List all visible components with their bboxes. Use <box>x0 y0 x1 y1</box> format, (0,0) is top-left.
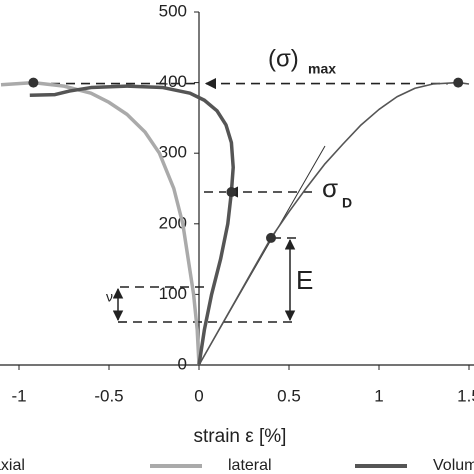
x-tick-label: -1 <box>11 386 26 405</box>
annotation: σ <box>322 173 338 203</box>
x-tick-label: 1.5 <box>457 386 474 405</box>
series-line <box>29 84 235 366</box>
marker-point <box>226 187 237 198</box>
annotation: (σ) <box>268 45 299 72</box>
annotation: max <box>308 61 336 77</box>
legend-label: Volumetric <box>433 457 474 474</box>
x-tick-label: -0.5 <box>94 386 123 405</box>
series-line <box>198 81 470 366</box>
legend-label: axial <box>0 457 25 474</box>
annotation: E <box>296 265 313 295</box>
y-tick-label: 300 <box>159 143 187 162</box>
y-tick-label: 0 <box>178 354 187 373</box>
marker-point <box>28 77 39 88</box>
x-tick-label: 0.5 <box>277 386 301 405</box>
annotation: ν <box>106 289 113 305</box>
annotation: D <box>342 195 352 211</box>
x-axis-label: strain ε [%] <box>194 426 287 447</box>
x-tick-label: 0 <box>194 386 203 405</box>
marker-point <box>453 77 464 88</box>
x-tick-label: 1 <box>374 386 383 405</box>
y-tick-label: 100 <box>159 284 187 303</box>
y-tick-label: 500 <box>159 1 187 20</box>
series-line <box>0 80 201 366</box>
marker-point <box>266 232 276 243</box>
legend-label: lateral <box>228 457 272 474</box>
